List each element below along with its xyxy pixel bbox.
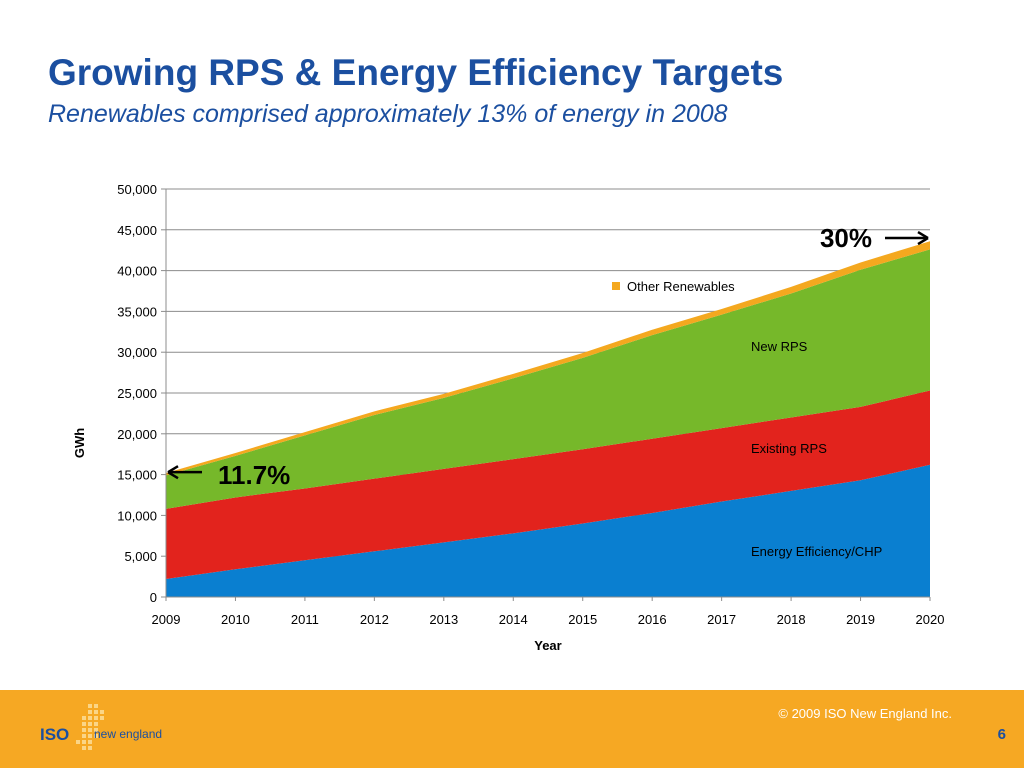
x-tick-label: 2017: [707, 612, 736, 627]
area-energy-efficiency-chp: [166, 464, 930, 597]
annotation-arrowhead: [167, 465, 179, 480]
x-tick-label: 2009: [152, 612, 181, 627]
x-tick-label: 2020: [916, 612, 945, 627]
y-tick-label: 50,000: [117, 182, 157, 197]
legend-label: Other Renewables: [627, 279, 735, 294]
x-tick-label: 2015: [568, 612, 597, 627]
y-tick-label: 5,000: [124, 549, 157, 564]
annotations: 11.7% 30%: [167, 223, 929, 490]
copyright-text: © 2009 ISO New England Inc.: [778, 706, 952, 721]
iso-new-england-logo: ISO new england: [40, 700, 190, 763]
y-tick-label: 0: [150, 590, 157, 605]
x-tick-label: 2018: [777, 612, 806, 627]
y-tick-label: 40,000: [117, 264, 157, 279]
footer-bar: ISO new england © 2009 ISO New England I…: [0, 690, 1024, 768]
x-tick-label: 2013: [429, 612, 458, 627]
area-series: [166, 241, 930, 597]
series-label-existing-rps: Existing RPS: [751, 441, 827, 456]
area-existing-rps: [166, 390, 930, 580]
y-axis-title: GWh: [72, 428, 87, 458]
y-tick-label: 25,000: [117, 386, 157, 401]
y-tick-label: 10,000: [117, 508, 157, 523]
page-number: 6: [997, 726, 1006, 743]
annotation-label: 30%: [820, 223, 872, 253]
y-tick-label: 30,000: [117, 345, 157, 360]
y-tick-label: 15,000: [117, 468, 157, 483]
legend-swatch: [612, 282, 620, 290]
x-tick-label: 2010: [221, 612, 250, 627]
logo-iso-text: ISO: [40, 725, 69, 744]
area-other-renewables: [166, 241, 930, 476]
y-tick-label: 35,000: [117, 304, 157, 319]
stacked-area-chart: 0 5,000 10,000 15,000 20,000 25,000 30,000 35,0…: [72, 182, 944, 653]
new-england-map-icon: ISO new england: [40, 704, 162, 750]
area-new-rps: [166, 249, 930, 509]
y-tick-label: 20,000: [117, 427, 157, 442]
axes: 0 5,000 10,000 15,000 20,000 25,000 30,000 35,0…: [72, 182, 944, 653]
slide-subtitle: Renewables comprised approximately 13% o…: [48, 100, 728, 128]
x-tick-label: 2019: [846, 612, 875, 627]
logo-name-text: new england: [94, 727, 162, 741]
x-tick-label: 2012: [360, 612, 389, 627]
series-labels: Energy Efficiency/CHP Existing RPS New RPS…: [612, 279, 882, 559]
slide-title: Growing RPS & Energy Efficiency Targets: [48, 52, 784, 93]
x-axis-title: Year: [534, 638, 561, 653]
annotation-label: 11.7%: [218, 460, 290, 490]
y-tick-label: 45,000: [117, 223, 157, 238]
x-tick-label: 2014: [499, 612, 528, 627]
series-label-new-rps: New RPS: [751, 339, 808, 354]
series-label-energy-efficiency-chp: Energy Efficiency/CHP: [751, 544, 882, 559]
x-tick-label: 2016: [638, 612, 667, 627]
x-tick-label: 2011: [291, 612, 319, 627]
annotation-arrowhead: [917, 230, 929, 246]
